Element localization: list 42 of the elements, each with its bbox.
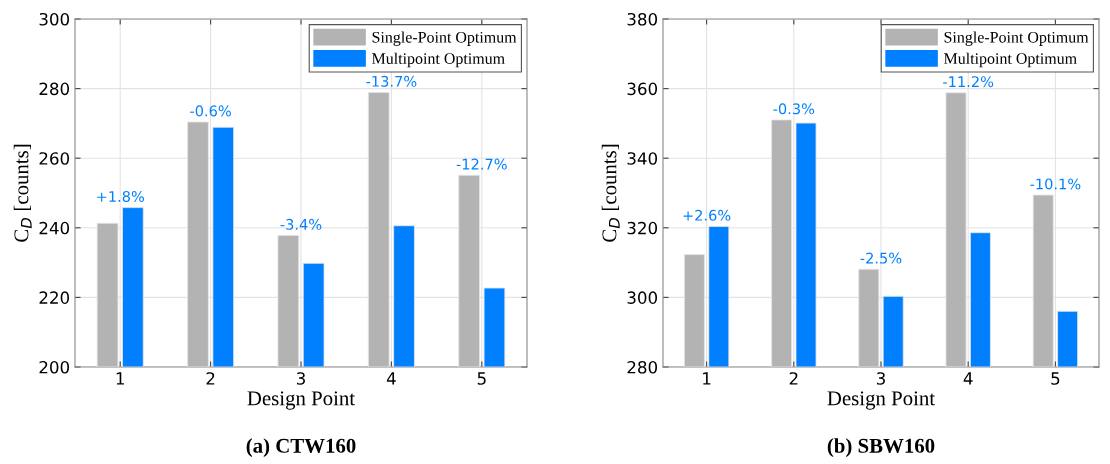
- annotation: -2.5%: [860, 252, 902, 264]
- legend-label: Multipoint Optimum: [371, 52, 505, 68]
- x-axis-title: Design Point: [827, 391, 935, 410]
- y-tick-label: 300: [627, 291, 658, 304]
- y-tick-label: 260: [39, 152, 70, 165]
- legend-label: Multipoint Optimum: [943, 52, 1077, 68]
- legend-label: Single-Point Optimum: [944, 31, 1089, 46]
- y-tick-label: 280: [39, 82, 70, 96]
- y-tick-label: 380: [627, 12, 658, 26]
- x-tick-label: 2: [789, 372, 798, 385]
- annotation: +2.6%: [683, 209, 731, 221]
- y-tick-label: 320: [627, 221, 658, 235]
- annotation: -12.7%: [456, 158, 507, 170]
- x-tick-label: 4: [386, 372, 396, 385]
- y-tick-label: 360: [627, 82, 658, 96]
- x-tick-label: 1: [703, 372, 711, 385]
- annotation: -3.4%: [280, 218, 322, 230]
- y-axis-title: C$_{D}$ [counts]: [13, 144, 32, 242]
- annotation: +1.8%: [97, 190, 145, 203]
- x-tick-label: 1: [116, 372, 124, 385]
- annotation: -13.7%: [366, 75, 417, 87]
- legend-label: Single-Point Optimum: [372, 31, 517, 46]
- text: (a) CTW160: [246, 438, 356, 458]
- y-tick-label: 300: [39, 12, 70, 26]
- annotation: -0.6%: [190, 105, 231, 117]
- x-axis-title: Design Point: [247, 391, 355, 410]
- x-tick-label: 3: [876, 372, 885, 385]
- y-tick-label: 280: [627, 360, 658, 374]
- y-tick-label: 200: [39, 360, 70, 374]
- annotation: -0.3%: [773, 103, 815, 115]
- x-tick-label: 2: [206, 372, 215, 385]
- text: (b) SBW160: [827, 438, 935, 458]
- x-tick-label: 4: [963, 372, 973, 385]
- annotation: -10.1%: [1030, 178, 1081, 190]
- annotation: -11.2%: [943, 76, 994, 88]
- x-tick-label: 5: [1051, 372, 1060, 385]
- y-tick-label: 220: [39, 291, 70, 304]
- x-tick-label: 5: [477, 372, 486, 385]
- y-tick-label: 240: [39, 221, 70, 235]
- y-axis-title: C$_{D}$ [counts]: [601, 144, 620, 242]
- x-tick-label: 3: [296, 372, 305, 385]
- y-tick-label: 340: [627, 152, 658, 165]
